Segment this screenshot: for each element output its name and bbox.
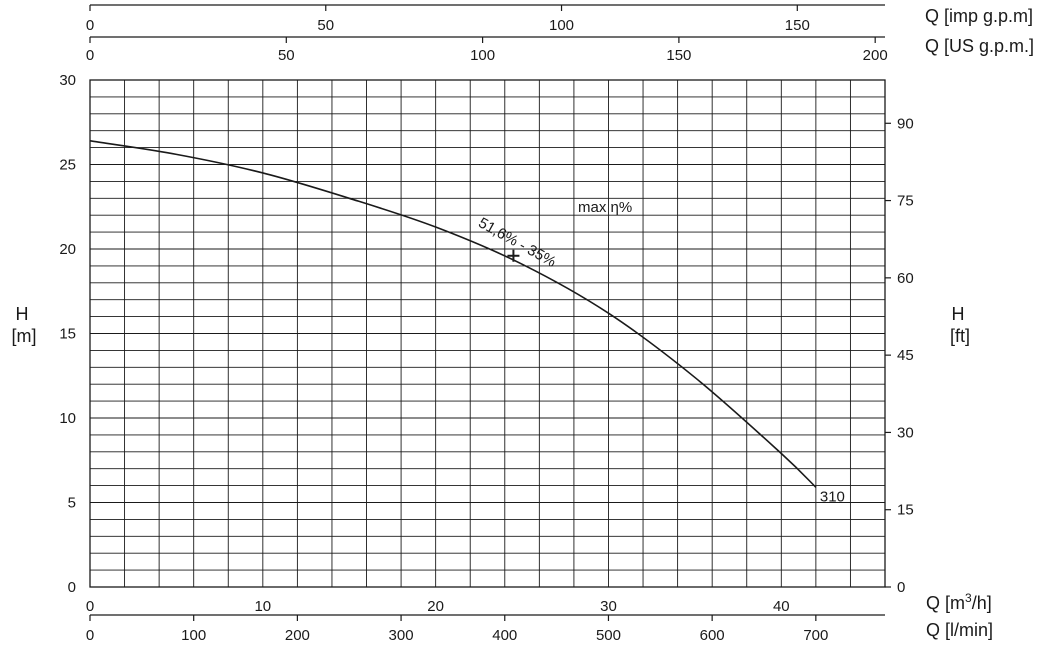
x-bottom1-tick-label: 40 <box>773 598 790 615</box>
series-label-310: 310 <box>820 488 845 505</box>
y-right-tick-label: 90 <box>897 115 914 132</box>
y-left-label-top: H <box>16 304 29 324</box>
series-curves <box>89 140 817 488</box>
x-bottom2-tick-label: 0 <box>86 627 94 644</box>
series-line-310 <box>89 140 817 488</box>
y-right-tick-label: 15 <box>897 502 914 519</box>
y-right-tick-label: 45 <box>897 347 914 364</box>
x-top1-tick-label: 150 <box>785 17 810 34</box>
x-bottom1-tick-label: 20 <box>427 598 444 615</box>
x-top2-tick-label: 0 <box>86 47 94 64</box>
chart-grid <box>89 79 886 588</box>
y-right-tick-label: 0 <box>897 579 905 596</box>
x-bottom1-label-tail: /h] <box>972 593 992 613</box>
x-bottom2-label: Q [l/min] <box>926 620 993 640</box>
y-right-tick-label: 30 <box>897 424 914 441</box>
y-left-tick-label: 15 <box>59 326 76 343</box>
x-bottom2-tick-label: 300 <box>389 627 414 644</box>
bep-cross-marker <box>507 249 520 262</box>
y-left-tick-label: 10 <box>59 410 76 427</box>
y-right-tick-label: 75 <box>897 193 914 210</box>
x-top2-tick-label: 50 <box>278 47 295 64</box>
x-top1-tick-label: 100 <box>549 17 574 34</box>
y-left-label-bottom: [m] <box>12 326 37 346</box>
x-bottom2-tick-label: 200 <box>285 627 310 644</box>
x-top2-tick-label: 100 <box>470 47 495 64</box>
x-top1-tick-label: 0 <box>86 17 94 34</box>
x-bottom2-tick-label: 600 <box>700 627 725 644</box>
x-bottom2-tick-label: 500 <box>596 627 621 644</box>
y-left-tick-label: 25 <box>59 157 76 174</box>
x-top2-tick-label: 150 <box>666 47 691 64</box>
plot-frame <box>89 79 886 588</box>
x-bottom1-tick-label: 30 <box>600 598 617 615</box>
y-right-label-top: H <box>952 304 965 324</box>
y-left-tick-label: 20 <box>59 241 76 258</box>
x-top2-label: Q [US g.p.m.] <box>925 36 1034 56</box>
x-bottom2-tick-label: 700 <box>803 627 828 644</box>
axis-lines <box>89 4 891 621</box>
x-bottom1-tick-label: 0 <box>86 598 94 615</box>
y-left-tick-label: 0 <box>68 579 76 596</box>
x-top1-tick-label: 50 <box>317 17 334 34</box>
y-left-tick-label: 5 <box>68 495 76 512</box>
max-eta-label: max η% <box>578 199 632 216</box>
x-bottom1-tick-label: 10 <box>254 598 271 615</box>
x-bottom2-tick-label: 400 <box>492 627 517 644</box>
x-bottom2-tick-label: 100 <box>181 627 206 644</box>
x-top2-tick-label: 200 <box>863 47 888 64</box>
x-bottom1-label: Q [m3/h] <box>926 591 992 613</box>
x-bottom1-label-main: Q [m <box>926 593 965 613</box>
y-right-tick-label: 60 <box>897 270 914 287</box>
y-left-tick-label: 30 <box>59 72 76 89</box>
x-top1-label: Q [imp g.p.m] <box>925 6 1033 26</box>
x-bottom1-label-sup: 3 <box>965 591 972 605</box>
y-right-label-bottom: [ft] <box>950 326 970 346</box>
